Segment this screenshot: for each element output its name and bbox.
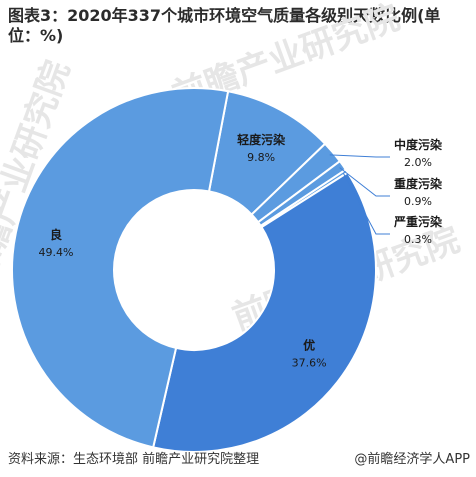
slice-label-4: 重度污染	[394, 176, 443, 191]
slice-label-2: 轻度污染	[237, 132, 286, 147]
slice-label-5: 严重污染	[393, 214, 443, 229]
slice-group	[11, 87, 377, 453]
source-note: 资料来源：生态环境部 前瞻产业研究院整理	[8, 452, 260, 467]
leader-lines	[329, 154, 390, 235]
slice-label-0: 优	[303, 337, 315, 352]
brand-credit: @前瞻经济学人APP	[354, 452, 470, 467]
slice-value-0: 37.6%	[292, 356, 327, 369]
slice-1	[11, 87, 230, 449]
page-title: 图表3：2020年337个城市环境空气质量各级别天数比例(单位：%)	[8, 6, 441, 45]
slice-value-4: 0.9%	[404, 195, 432, 208]
slice-label-1: 良	[50, 227, 62, 242]
slice-value-5: 0.3%	[404, 233, 432, 246]
slice-0	[151, 171, 377, 453]
slice-value-3: 2.0%	[404, 156, 432, 169]
slice-label-3: 中度污染	[394, 137, 443, 152]
slice-value-1: 49.4%	[39, 246, 74, 259]
leader-line-3	[329, 154, 390, 158]
leader-line-5	[342, 172, 390, 235]
leader-line-4	[339, 167, 390, 197]
slice-value-2: 9.8%	[247, 151, 275, 164]
slice-labels: 良 49.4% 优 37.6% 轻度污染 9.8% 中度污染 2.0% 重度污染 0.9% 严重污染…	[39, 132, 443, 369]
